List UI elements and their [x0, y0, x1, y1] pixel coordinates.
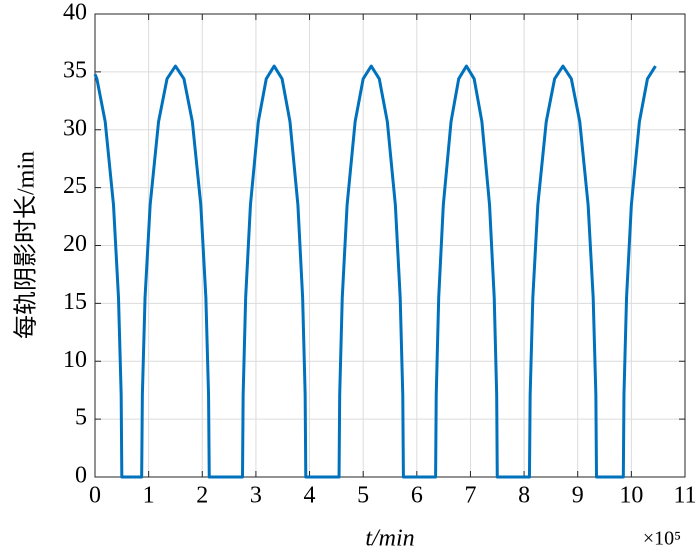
x-tick-label: 1	[143, 483, 155, 509]
y-tick-label: 15	[63, 289, 87, 315]
y-axis-label: 每轨阴影时长/min	[13, 151, 40, 339]
data-line	[93, 64, 657, 479]
y-tick-label: 30	[63, 115, 87, 141]
x-tick-label: 3	[250, 483, 262, 509]
plot-frame	[94, 13, 686, 478]
y-tick-label: 20	[63, 231, 87, 257]
y-tick-label: 0	[75, 463, 87, 489]
x-tick-label: 11	[673, 483, 696, 509]
x-tick-label: 7	[464, 483, 476, 509]
x-exponent-label: ×10⁵	[643, 528, 681, 550]
y-tick-label: 25	[63, 173, 87, 199]
x-axis-label: t/min	[365, 526, 414, 552]
x-tick-label: 5	[357, 483, 369, 509]
y-tick-label: 10	[63, 347, 87, 373]
x-tick-label: 2	[196, 483, 208, 509]
y-tick-label: 35	[63, 57, 87, 83]
x-tick-label: 8	[518, 483, 530, 509]
x-tick-label: 10	[619, 483, 643, 509]
y-tick-label: 40	[63, 0, 87, 26]
x-tick-label: 6	[411, 483, 423, 509]
y-tick-label: 5	[75, 405, 87, 431]
x-tick-label: 9	[572, 483, 584, 509]
x-tick-label: 0	[89, 483, 101, 509]
x-tick-label: 4	[304, 483, 316, 509]
